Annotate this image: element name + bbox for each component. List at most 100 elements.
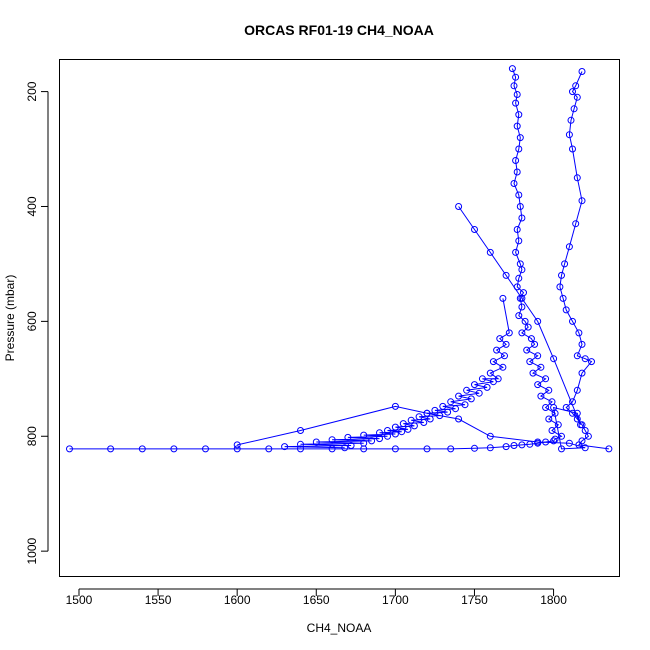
data-point	[502, 443, 510, 451]
y-axis-label: Pressure (mbar)	[3, 275, 17, 362]
data-point	[515, 111, 523, 119]
data-point	[512, 73, 520, 81]
data-point	[510, 180, 518, 187]
data-point	[483, 383, 491, 391]
series-line	[69, 68, 563, 450]
data-point	[513, 122, 521, 130]
data-point	[573, 174, 581, 182]
data-point	[524, 323, 532, 331]
data-point	[518, 303, 526, 311]
data-point	[516, 203, 524, 210]
y-axis: 200 400 600 800 1000	[25, 81, 49, 565]
data-point	[512, 157, 520, 164]
data-point	[518, 266, 526, 274]
data-point	[573, 93, 581, 101]
data-point	[407, 416, 415, 424]
data-point	[66, 445, 73, 453]
data-point	[523, 346, 531, 354]
data-point	[572, 82, 580, 90]
data-point	[471, 444, 478, 452]
plot-area	[66, 65, 613, 453]
data-point	[391, 402, 399, 410]
x-tick-label: 1550	[145, 593, 172, 607]
data-point	[542, 404, 550, 411]
data-point	[518, 294, 526, 302]
data-point	[486, 432, 494, 440]
data-point	[499, 363, 507, 371]
data-point	[515, 312, 523, 320]
data-point	[515, 237, 523, 245]
data-point	[499, 294, 507, 302]
x-axis-label: CH4_NOAA	[307, 621, 372, 635]
data-point	[410, 422, 418, 430]
data-point	[341, 444, 349, 452]
data-point	[399, 420, 407, 428]
data-point	[581, 355, 589, 363]
data-point	[537, 363, 545, 371]
data-point	[489, 358, 497, 366]
data-point	[391, 445, 399, 453]
data-point	[558, 445, 565, 453]
data-point	[233, 445, 241, 453]
data-point	[360, 439, 368, 447]
data-point	[558, 271, 565, 279]
data-point	[312, 438, 320, 446]
data-point	[578, 68, 586, 75]
data-point	[577, 421, 584, 429]
data-point	[297, 427, 304, 434]
data-point	[455, 415, 463, 423]
data-point	[502, 340, 510, 348]
data-point	[439, 402, 447, 410]
data-point	[496, 335, 504, 343]
data-point	[493, 346, 501, 354]
data-point	[578, 369, 586, 377]
data-point	[444, 408, 452, 416]
data-point	[328, 436, 336, 444]
x-tick-label: 1700	[382, 593, 409, 607]
data-point	[344, 433, 352, 441]
data-point	[516, 134, 524, 142]
x-tick-label: 1650	[303, 593, 330, 607]
data-point	[391, 430, 399, 438]
chart-title: ORCAS RF01-19 CH4_NOAA	[244, 22, 434, 38]
x-axis: 1500 1550 1600 1650 1700 1750 1800	[66, 588, 567, 607]
data-point	[605, 445, 613, 453]
data-point	[138, 445, 146, 453]
data-series	[66, 65, 565, 453]
data-point	[515, 274, 523, 282]
data-point	[391, 423, 399, 431]
data-point	[534, 352, 542, 360]
data-point	[436, 412, 444, 420]
data-point	[581, 444, 589, 452]
data-point	[452, 405, 459, 413]
data-point	[534, 317, 542, 325]
y-tick-label: 400	[25, 196, 39, 216]
data-point	[501, 352, 508, 360]
data-point	[513, 226, 521, 233]
data-point	[573, 409, 581, 417]
data-point	[537, 392, 545, 400]
data-point	[467, 395, 475, 403]
data-point	[518, 214, 526, 222]
data-point	[575, 329, 583, 337]
data-series	[233, 203, 589, 453]
data-point	[420, 419, 428, 426]
data-point	[573, 352, 581, 360]
data-point	[515, 145, 523, 153]
data-point	[573, 386, 581, 394]
data-point	[404, 425, 412, 433]
data-point	[515, 191, 523, 199]
data-point	[550, 404, 558, 411]
data-point	[281, 443, 289, 451]
data-point	[347, 442, 355, 449]
data-point	[526, 358, 534, 366]
y-tick-label: 600	[25, 311, 39, 331]
data-point	[559, 294, 567, 302]
data-point	[398, 428, 406, 436]
data-point	[529, 369, 537, 377]
data-point	[478, 375, 486, 383]
data-point	[588, 358, 595, 366]
data-point	[489, 378, 497, 386]
data-point	[170, 445, 178, 453]
data-point	[545, 415, 553, 423]
